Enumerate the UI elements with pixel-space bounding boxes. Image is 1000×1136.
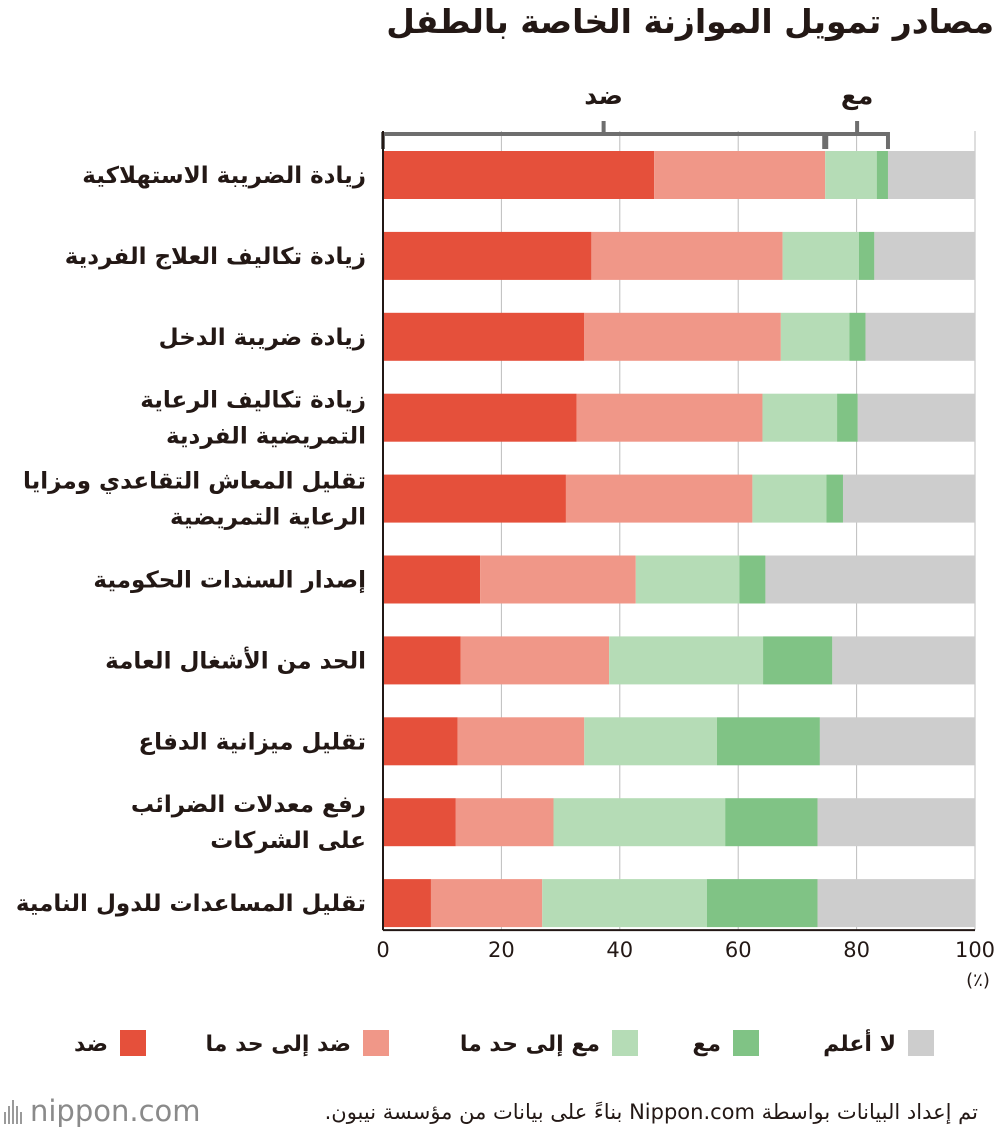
bar-segment-r6-s3 bbox=[763, 636, 833, 685]
legend-swatch-1 bbox=[363, 1030, 389, 1056]
bracket-label-against: ضد bbox=[584, 81, 623, 110]
bar-segment-r9-s3 bbox=[706, 879, 818, 928]
bar-segment-r4-s2 bbox=[752, 474, 827, 523]
bar-segment-r9-s4 bbox=[817, 879, 975, 928]
bar-segment-r8-s2 bbox=[553, 798, 726, 847]
bar-segment-r6-s4 bbox=[832, 636, 975, 685]
bar-segment-r4-s4 bbox=[842, 474, 975, 523]
legend-label-0: ضد bbox=[74, 1032, 108, 1057]
legend-swatch-3 bbox=[733, 1030, 759, 1056]
bar-segment-r5-s0 bbox=[383, 555, 481, 604]
x-tick-label-100: 100 bbox=[955, 938, 995, 962]
category-label-7-0: تقليل ميزانية الدفاع bbox=[138, 729, 366, 755]
bar-segment-r2-s3 bbox=[849, 312, 866, 361]
source-note: تم إعداد البيانات بواسطة Nippon.com بناء… bbox=[324, 1100, 978, 1124]
legend-label-3: مع bbox=[692, 1032, 721, 1057]
legend-swatch-4 bbox=[908, 1030, 934, 1056]
bar-segment-r9-s2 bbox=[542, 879, 707, 928]
bracket-for bbox=[824, 121, 890, 149]
bar-segment-r5-s3 bbox=[739, 555, 766, 604]
category-label-3-1: التمريضية الفردية bbox=[166, 424, 366, 450]
bar-segment-r7-s1 bbox=[457, 717, 585, 766]
category-label-4-0: تقليل المعاش التقاعدي ومزايا bbox=[23, 469, 366, 495]
bar-segment-r3-s3 bbox=[837, 393, 858, 442]
category-label-0-0: زيادة الضريبة الاستهلاكية bbox=[82, 163, 366, 189]
bar-segment-r3-s2 bbox=[762, 393, 838, 442]
category-label-3-0: زيادة تكاليف الرعاية bbox=[140, 388, 366, 414]
bar-segment-r2-s2 bbox=[780, 312, 850, 361]
bar-segment-r0-s2 bbox=[825, 151, 877, 199]
category-label-2-0: زيادة ضريبة الدخل bbox=[159, 325, 366, 351]
bar-segment-r1-s4 bbox=[874, 231, 975, 280]
bar-segment-r1-s3 bbox=[858, 231, 875, 280]
bar-segment-r4-s0 bbox=[383, 474, 566, 523]
bar-segment-r4-s1 bbox=[565, 474, 753, 523]
bar-segment-r5-s4 bbox=[765, 555, 975, 604]
bar-segment-r7-s3 bbox=[716, 717, 820, 766]
brand-name: nippon.com bbox=[30, 1094, 201, 1128]
x-tick-label-60: 60 bbox=[725, 938, 752, 962]
x-tick-label-40: 40 bbox=[606, 938, 633, 962]
bar-segment-r0-s1 bbox=[654, 151, 826, 199]
legend-label-1: ضد إلى حد ما bbox=[206, 1032, 351, 1057]
bar-segment-r0-s4 bbox=[887, 151, 975, 199]
bar-segment-r3-s0 bbox=[383, 393, 577, 442]
bar-segment-r9-s0 bbox=[383, 879, 431, 928]
bar-segment-r0-s0 bbox=[383, 151, 655, 199]
bar-segment-r7-s2 bbox=[584, 717, 717, 766]
bar-segment-r8-s4 bbox=[817, 798, 975, 847]
bar-segment-r1-s0 bbox=[383, 231, 592, 280]
bar-segment-r9-s1 bbox=[430, 879, 543, 928]
bar-segment-r7-s4 bbox=[819, 717, 975, 766]
bar-segment-r5-s2 bbox=[635, 555, 740, 604]
bar-segment-r1-s1 bbox=[591, 231, 783, 280]
bar-segment-r8-s3 bbox=[725, 798, 818, 847]
category-label-1-0: زيادة تكاليف العلاج الفردية bbox=[65, 244, 366, 270]
stacked-bar-chart: ضد مع زيادة الضريبة الاستهلاكية زيادة تكالي… bbox=[16, 81, 995, 1057]
bar-segment-r7-s0 bbox=[383, 717, 458, 766]
bar-segment-r4-s3 bbox=[826, 474, 843, 523]
bar-segment-r8-s1 bbox=[455, 798, 554, 847]
category-label-8-1: على الشركات bbox=[210, 828, 366, 854]
legend-label-2: مع إلى حد ما bbox=[460, 1032, 600, 1057]
category-label-5-0: إصدار السندات الحكومية bbox=[93, 568, 366, 594]
x-tick-label-80: 80 bbox=[843, 938, 870, 962]
x-tick-label-0: 0 bbox=[376, 938, 389, 962]
bar-segment-r2-s0 bbox=[383, 312, 585, 361]
bar-segment-r3-s4 bbox=[857, 393, 975, 442]
bar-segment-r0-s3 bbox=[876, 151, 888, 199]
legend-swatch-2 bbox=[612, 1030, 638, 1056]
chart-title: مصادر تمويل الموازنة الخاصة بالطفل bbox=[386, 2, 994, 41]
category-label-9-0: تقليل المساعدات للدول النامية bbox=[16, 891, 366, 917]
x-axis-unit-label: (٪) bbox=[966, 970, 990, 991]
bar-segment-r2-s4 bbox=[865, 312, 975, 361]
bracket-against bbox=[381, 121, 827, 149]
bar-segment-r3-s1 bbox=[576, 393, 763, 442]
brand-logo: nippon.com bbox=[4, 1094, 201, 1128]
legend-swatch-0 bbox=[120, 1030, 146, 1056]
bar-segment-r6-s0 bbox=[383, 636, 461, 685]
category-label-8-0: رفع معدلات الضرائب bbox=[131, 792, 366, 818]
bar-segment-r6-s1 bbox=[460, 636, 610, 685]
x-tick-label-20: 20 bbox=[488, 938, 515, 962]
bar-segment-r8-s0 bbox=[383, 798, 456, 847]
bar-segment-r1-s2 bbox=[782, 231, 859, 280]
category-label-6-0: الحد من الأشغال العامة bbox=[105, 645, 366, 674]
bar-segment-r6-s2 bbox=[609, 636, 764, 685]
legend-label-4: لا أعلم bbox=[823, 1028, 896, 1057]
bracket-label-for: مع bbox=[841, 81, 874, 111]
bar-segment-r2-s1 bbox=[584, 312, 781, 361]
category-label-4-1: الرعاية التمريضية bbox=[170, 505, 366, 531]
bar-segment-r5-s1 bbox=[480, 555, 636, 604]
brand-bars-icon bbox=[4, 1098, 22, 1124]
